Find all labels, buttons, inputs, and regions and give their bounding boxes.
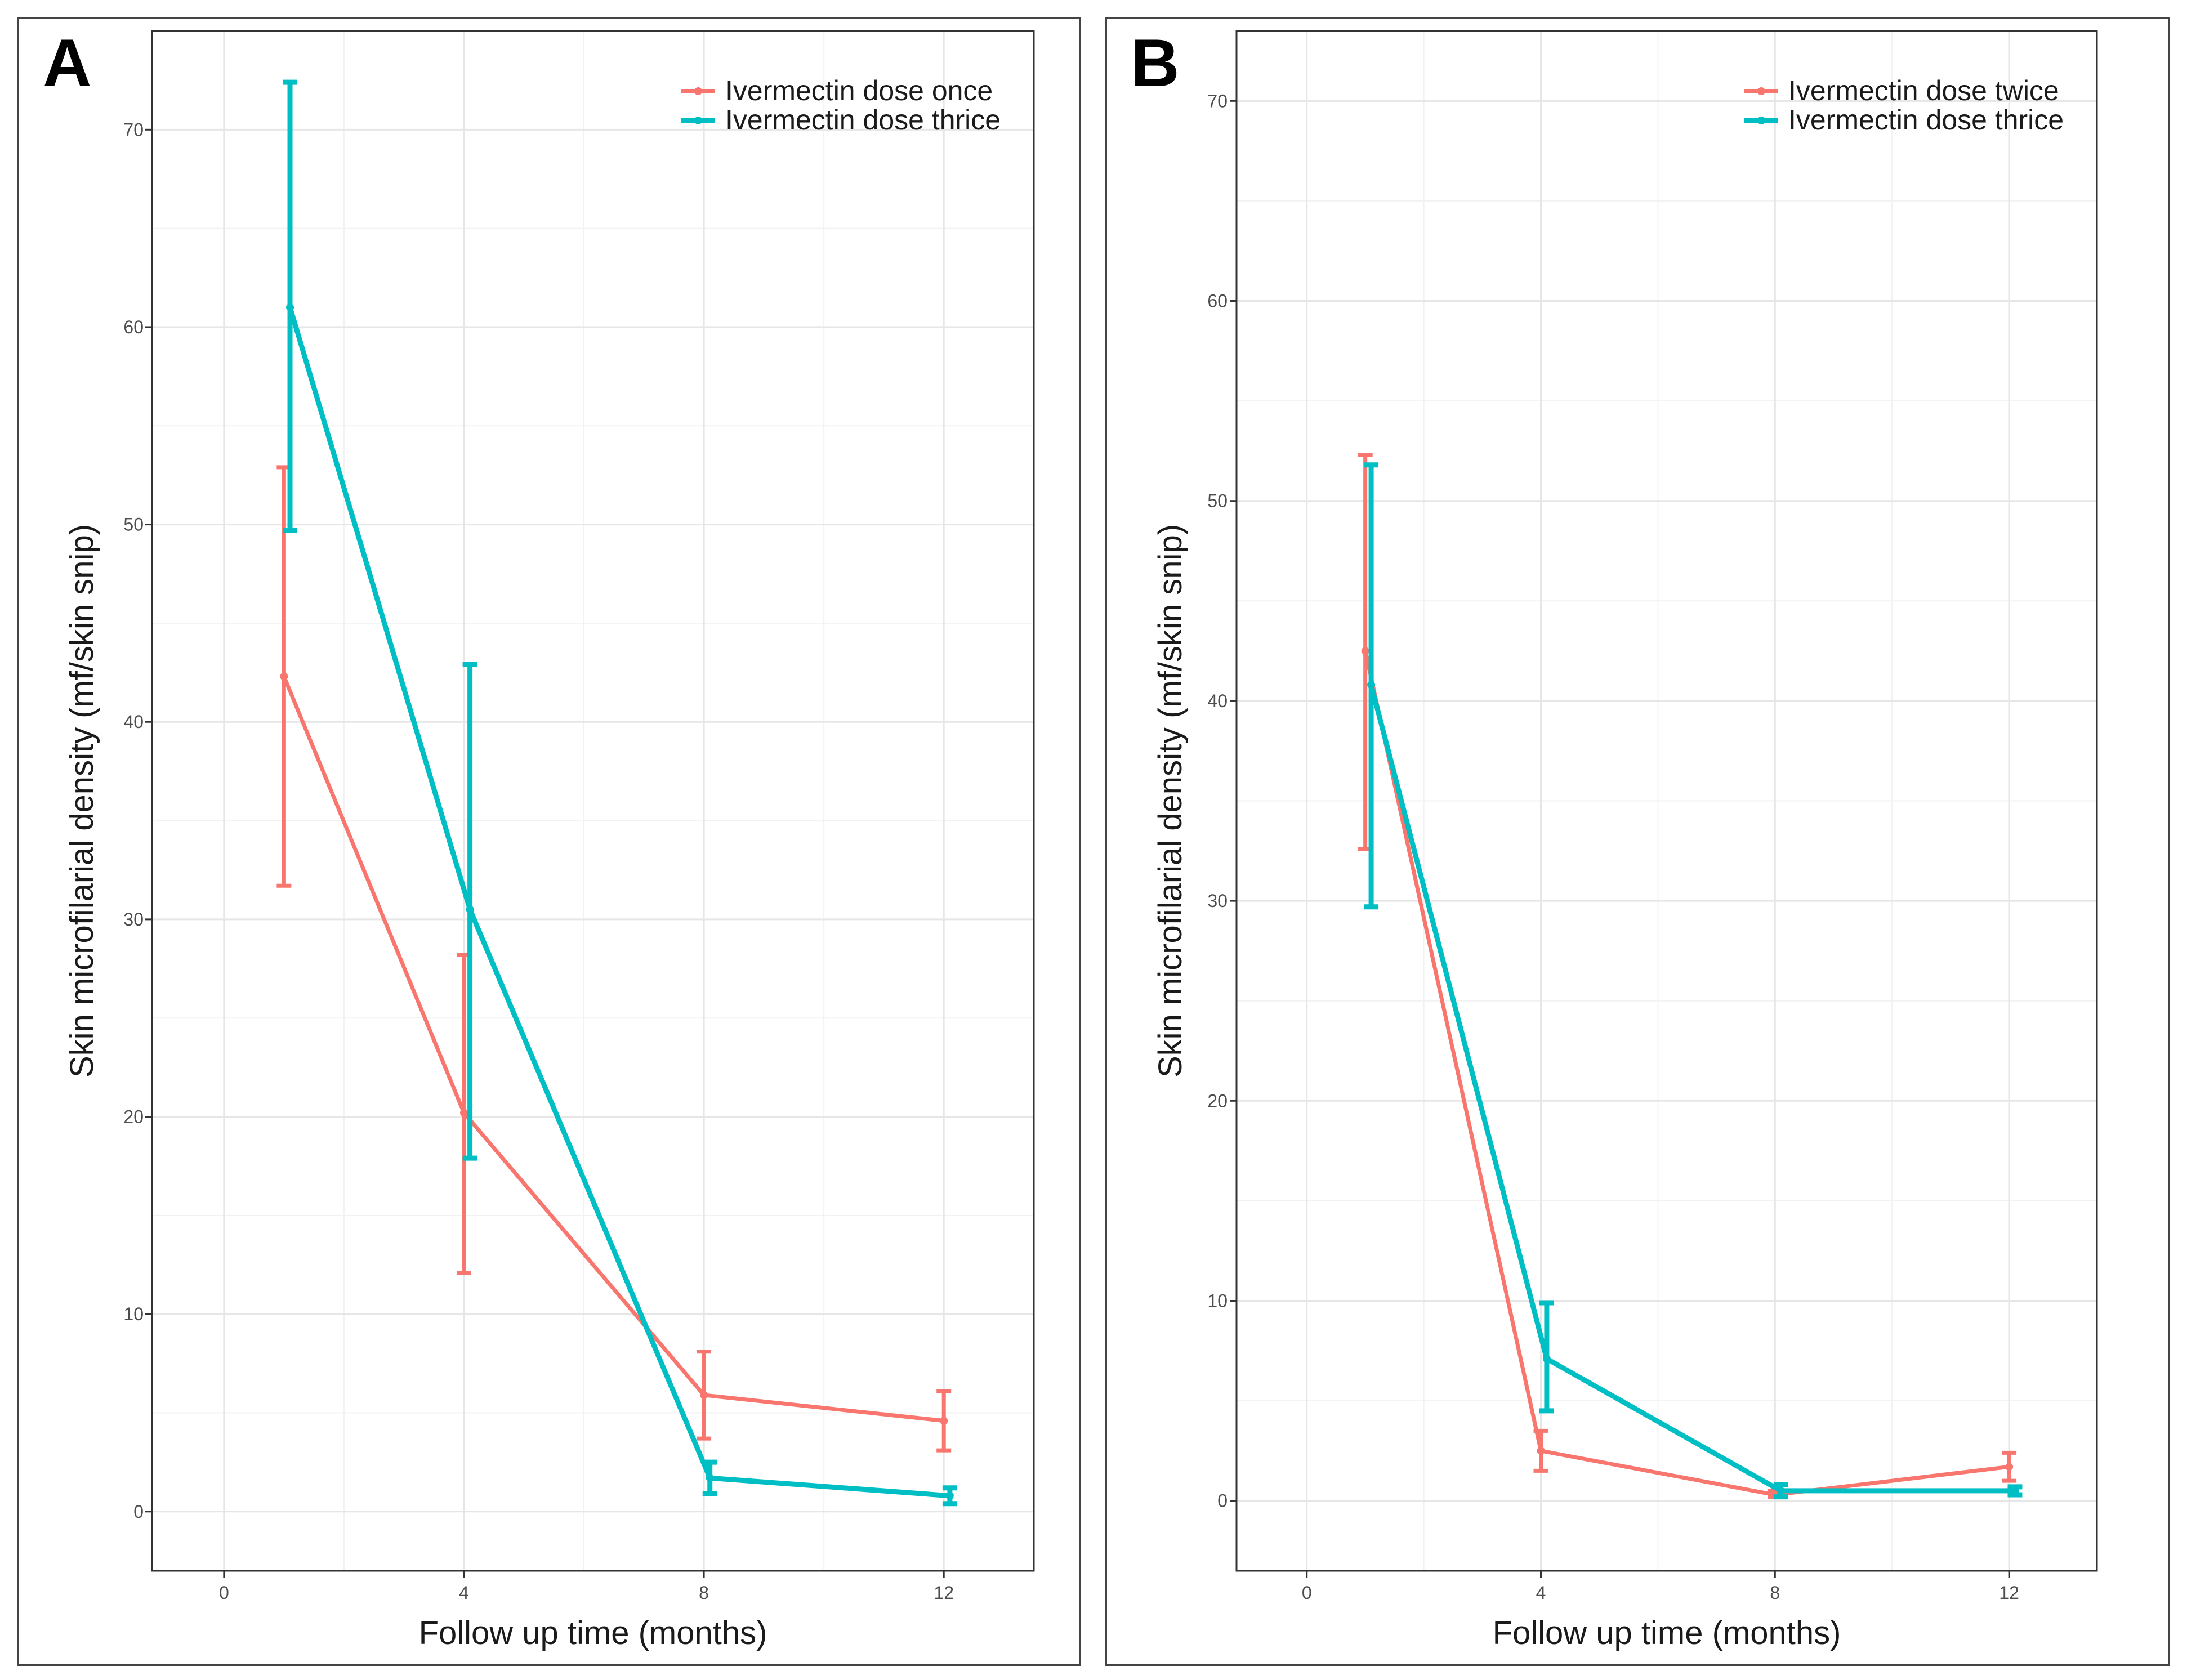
series-2: [1364, 462, 2023, 1500]
series-2: [283, 79, 957, 1507]
series-1: [276, 465, 952, 1453]
legend-label: Ivermectin dose twice: [1788, 75, 2059, 106]
legend-key-point: [694, 87, 702, 95]
series-line: [287, 306, 950, 1499]
x-tick-label: 12: [1999, 1583, 2019, 1603]
legend-label: Ivermectin dose thrice: [1788, 104, 2064, 136]
y-tick-label: 10: [123, 1304, 144, 1324]
x-tick-label: 4: [459, 1583, 469, 1603]
data-point: [466, 905, 474, 914]
legend-label: Ivermectin dose once: [725, 75, 993, 106]
x-axis-title: Follow up time (months): [1493, 1615, 1841, 1651]
x-tick-label: 0: [219, 1583, 229, 1603]
series-line: [1368, 684, 2015, 1494]
y-tick-label: 0: [133, 1502, 144, 1522]
x-tick-label: 8: [1770, 1583, 1780, 1603]
y-tick-label: 30: [123, 909, 144, 930]
data-point: [459, 1109, 468, 1117]
plot-area-border: [1235, 30, 2098, 1572]
series-line: [282, 676, 944, 1423]
legend-key-point: [1757, 87, 1765, 95]
data-point: [286, 303, 294, 311]
y-tick-label: 50: [1207, 491, 1228, 511]
y-tick-label: 20: [123, 1107, 144, 1127]
y-tick-label: 30: [1207, 891, 1228, 911]
y-tick-label: 70: [1207, 91, 1228, 111]
legend-key-point: [1757, 117, 1765, 124]
plot-area-border: [151, 30, 1035, 1572]
y-tick-label: 60: [123, 317, 144, 337]
legend-key-point: [694, 117, 702, 124]
panel-label: B: [1131, 25, 1180, 101]
data-point: [280, 672, 288, 681]
data-point: [1367, 681, 1376, 689]
data-point: [1361, 647, 1369, 655]
y-tick-label: 0: [1217, 1491, 1228, 1511]
data-point: [700, 1391, 708, 1399]
y-tick-label: 70: [123, 119, 144, 140]
chart-a: 0 4 8 12 0 10 20 30 40 50 60 70 Follow up time (mont…: [64, 30, 1035, 1651]
data-point: [940, 1417, 948, 1425]
x-tick-label: 8: [699, 1583, 709, 1603]
data-point: [706, 1474, 714, 1482]
x-tick-label: 12: [934, 1583, 954, 1603]
data-point: [1777, 1486, 1785, 1495]
legend-label: Ivermectin dose thrice: [725, 104, 1001, 136]
y-tick-label: 60: [1207, 291, 1228, 311]
data-point: [1537, 1446, 1545, 1455]
data-point: [945, 1491, 954, 1500]
x-tick-label: 4: [1536, 1583, 1546, 1603]
x-tick-label: 0: [1302, 1583, 1312, 1603]
y-tick-label: 20: [1207, 1091, 1228, 1111]
data-point: [1542, 1355, 1551, 1363]
panel-a: A: [17, 17, 1081, 1666]
y-tick-label: 40: [123, 712, 144, 732]
x-axis-title: Follow up time (months): [419, 1615, 767, 1651]
chart-b: 0 4 8 12 0 10 20 30 40 50 60 70 Follow up time (mont…: [1152, 30, 2098, 1651]
y-axis-title: Skin microfilarial density (mf/skin snip…: [64, 524, 100, 1078]
y-axis-title: Skin microfilarial density (mf/skin snip…: [1152, 524, 1189, 1078]
data-point: [2011, 1486, 2019, 1495]
y-tick-label: 40: [1207, 691, 1228, 711]
panel-label: A: [43, 25, 92, 101]
data-point: [2005, 1463, 2014, 1471]
series-line: [1363, 650, 2010, 1497]
series-1: [1358, 453, 2017, 1499]
y-tick-label: 10: [1207, 1290, 1228, 1311]
panel-b: B: [1105, 17, 2170, 1666]
y-tick-label: 50: [123, 515, 144, 535]
